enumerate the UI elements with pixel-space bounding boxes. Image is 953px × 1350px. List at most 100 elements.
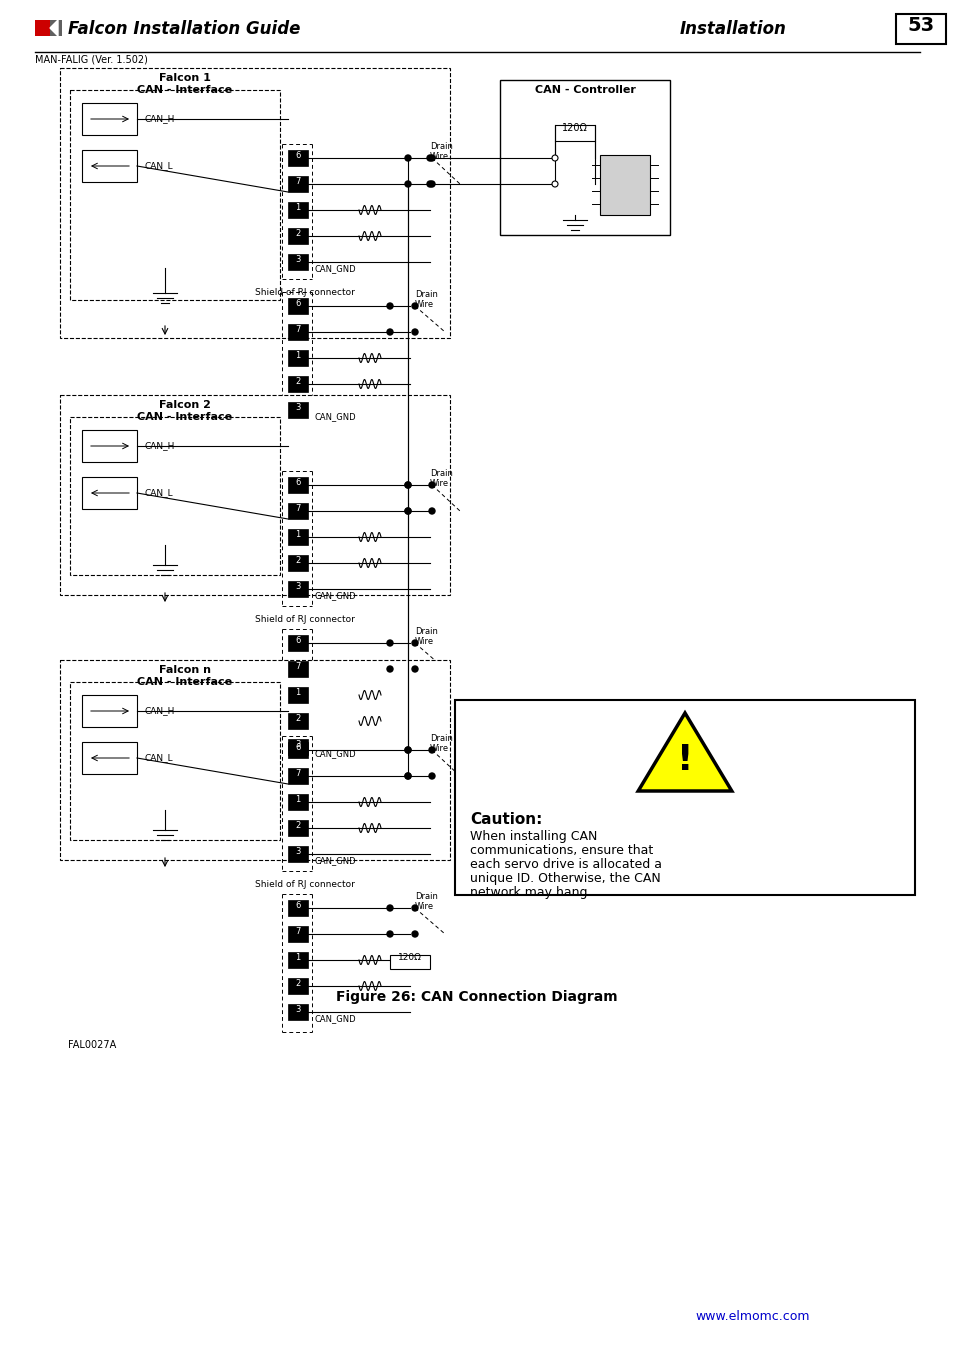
Circle shape bbox=[412, 904, 417, 911]
Text: Wire: Wire bbox=[415, 637, 434, 647]
Text: each servo drive is allocated a: each servo drive is allocated a bbox=[470, 859, 661, 871]
Text: 7: 7 bbox=[295, 325, 300, 333]
Text: CAN_GND: CAN_GND bbox=[314, 412, 356, 421]
Polygon shape bbox=[50, 20, 58, 36]
Bar bbox=[288, 555, 308, 571]
Bar bbox=[288, 687, 308, 703]
Bar bbox=[288, 794, 308, 810]
Bar bbox=[60, 660, 450, 860]
Text: Wire: Wire bbox=[430, 153, 449, 161]
Text: Figure 26: CAN Connection Diagram: Figure 26: CAN Connection Diagram bbox=[335, 990, 618, 1004]
Circle shape bbox=[387, 666, 393, 672]
Bar bbox=[50, 20, 62, 36]
Text: CAN_GND: CAN_GND bbox=[314, 1014, 356, 1023]
Bar bbox=[288, 150, 308, 166]
Bar bbox=[390, 954, 430, 969]
Text: 2: 2 bbox=[295, 714, 300, 724]
Text: www.elmomc.com: www.elmomc.com bbox=[695, 1310, 809, 1323]
Text: 2: 2 bbox=[295, 979, 300, 988]
Circle shape bbox=[427, 155, 433, 161]
Text: CAN_H: CAN_H bbox=[145, 706, 175, 716]
Circle shape bbox=[387, 302, 393, 309]
Text: CAN_H: CAN_H bbox=[145, 441, 175, 451]
Bar bbox=[288, 529, 308, 545]
Text: 1: 1 bbox=[295, 688, 300, 697]
Text: 7: 7 bbox=[295, 769, 300, 778]
Text: 6: 6 bbox=[295, 478, 300, 487]
Bar bbox=[288, 900, 308, 917]
Circle shape bbox=[405, 774, 411, 779]
Circle shape bbox=[405, 747, 411, 753]
Text: Wire: Wire bbox=[430, 744, 449, 753]
Bar bbox=[60, 68, 450, 338]
Text: Drain: Drain bbox=[415, 290, 437, 298]
Bar bbox=[288, 228, 308, 244]
Text: CAN_L: CAN_L bbox=[145, 489, 173, 498]
Text: 3: 3 bbox=[295, 740, 300, 749]
Bar bbox=[288, 1004, 308, 1021]
Circle shape bbox=[429, 181, 435, 188]
Text: 120Ω: 120Ω bbox=[397, 953, 421, 963]
Text: 3: 3 bbox=[295, 404, 300, 412]
Bar bbox=[70, 682, 280, 840]
Text: !: ! bbox=[676, 743, 693, 778]
Bar bbox=[288, 743, 308, 757]
Text: CAN_L: CAN_L bbox=[145, 753, 173, 763]
Text: When installing CAN: When installing CAN bbox=[470, 830, 597, 842]
Bar bbox=[82, 695, 137, 728]
Circle shape bbox=[552, 155, 558, 161]
Circle shape bbox=[427, 181, 433, 188]
Bar bbox=[288, 846, 308, 863]
Text: network may hang.: network may hang. bbox=[470, 886, 591, 899]
Text: Drain: Drain bbox=[430, 468, 453, 478]
Bar bbox=[82, 431, 137, 462]
Text: 7: 7 bbox=[295, 504, 300, 513]
Circle shape bbox=[412, 302, 417, 309]
Text: 6: 6 bbox=[295, 743, 300, 752]
Bar bbox=[455, 701, 914, 895]
Circle shape bbox=[387, 640, 393, 647]
Text: Drain: Drain bbox=[415, 892, 437, 900]
Text: CAN_GND: CAN_GND bbox=[314, 265, 356, 273]
Text: 2: 2 bbox=[295, 230, 300, 238]
Text: 6: 6 bbox=[295, 900, 300, 910]
Circle shape bbox=[405, 482, 411, 487]
Bar bbox=[288, 662, 308, 676]
Text: 1: 1 bbox=[295, 531, 300, 539]
Text: 53: 53 bbox=[906, 16, 934, 35]
Circle shape bbox=[387, 931, 393, 937]
Bar bbox=[70, 90, 280, 300]
Text: Falcon 2
CAN - Interface: Falcon 2 CAN - Interface bbox=[137, 400, 233, 421]
Bar bbox=[60, 396, 450, 595]
Bar bbox=[895, 14, 945, 45]
Circle shape bbox=[405, 508, 411, 514]
Bar bbox=[288, 504, 308, 518]
Bar bbox=[288, 926, 308, 942]
Bar bbox=[70, 417, 280, 575]
Circle shape bbox=[387, 329, 393, 335]
Circle shape bbox=[412, 931, 417, 937]
Bar bbox=[288, 324, 308, 340]
Text: unique ID. Otherwise, the CAN: unique ID. Otherwise, the CAN bbox=[470, 872, 660, 886]
Bar bbox=[288, 634, 308, 651]
Circle shape bbox=[405, 155, 411, 161]
Circle shape bbox=[387, 904, 393, 911]
Text: communications, ensure that: communications, ensure that bbox=[470, 844, 653, 857]
Text: Falcon n
CAN - Interface: Falcon n CAN - Interface bbox=[137, 666, 233, 687]
Bar bbox=[288, 738, 308, 755]
Text: 3: 3 bbox=[295, 582, 300, 591]
Text: 2: 2 bbox=[295, 556, 300, 566]
Text: 1: 1 bbox=[295, 795, 300, 805]
Text: 2: 2 bbox=[295, 377, 300, 386]
Text: CAN_GND: CAN_GND bbox=[314, 856, 356, 865]
Text: CAN_H: CAN_H bbox=[145, 115, 175, 123]
Text: Shield of RJ connector: Shield of RJ connector bbox=[254, 616, 355, 624]
Text: Shield of RJ connector: Shield of RJ connector bbox=[254, 288, 355, 297]
Circle shape bbox=[405, 181, 411, 188]
Circle shape bbox=[412, 666, 417, 672]
Circle shape bbox=[405, 774, 411, 779]
Bar bbox=[288, 580, 308, 597]
Text: CAN - Controller: CAN - Controller bbox=[534, 85, 635, 94]
Circle shape bbox=[429, 508, 435, 514]
Circle shape bbox=[405, 508, 411, 514]
